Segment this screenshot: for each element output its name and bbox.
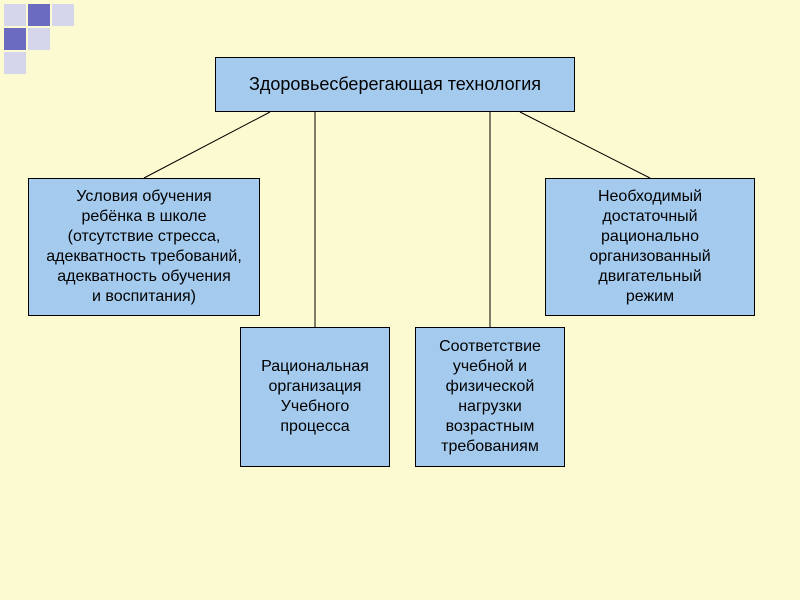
node-rational-org: Рациональная организация Учебного процес… [240,327,390,467]
node-root: Здоровьесберегающая технология [215,57,575,112]
node-load-match: Соответствие учебной и физической нагруз… [415,327,565,467]
node-root-label: Здоровьесберегающая технология [249,73,541,96]
node-load-match-label: Соответствие учебной и физической нагруз… [439,337,541,457]
node-motor-regime: Необходимый достаточный рационально орга… [545,178,755,316]
node-motor-regime-label: Необходимый достаточный рационально орга… [589,187,710,307]
node-conditions: Условия обучения ребёнка в школе (отсутс… [28,178,260,316]
node-rational-org-label: Рациональная организация Учебного процес… [261,357,369,437]
node-conditions-label: Условия обучения ребёнка в школе (отсутс… [46,187,242,307]
diagram-canvas: Здоровьесберегающая технология Условия о… [0,0,800,600]
